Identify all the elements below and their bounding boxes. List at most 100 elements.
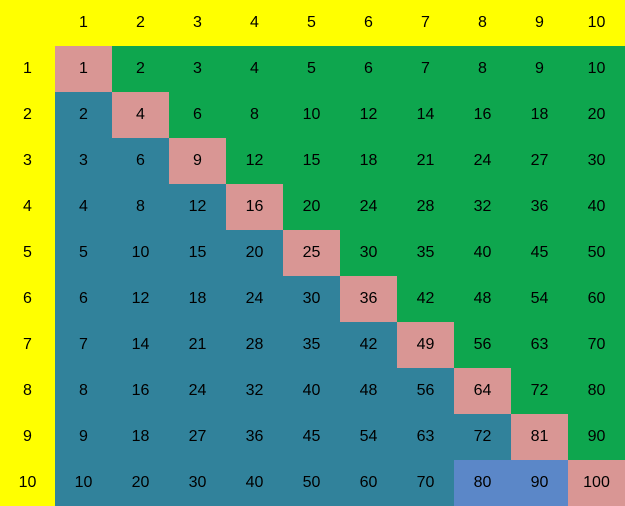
- cell-10x1[interactable]: 10: [55, 460, 112, 506]
- cell-7x4[interactable]: 28: [226, 322, 283, 368]
- cell-1x3[interactable]: 3: [169, 46, 226, 92]
- cell-8x1[interactable]: 8: [55, 368, 112, 414]
- cell-1x6[interactable]: 6: [340, 46, 397, 92]
- cell-7x8[interactable]: 56: [454, 322, 511, 368]
- cell-2x8[interactable]: 16: [454, 92, 511, 138]
- cell-3x5[interactable]: 15: [283, 138, 340, 184]
- cell-1x7[interactable]: 7: [397, 46, 454, 92]
- cell-9x1[interactable]: 9: [55, 414, 112, 460]
- cell-5x4[interactable]: 20: [226, 230, 283, 276]
- cell-6x4[interactable]: 24: [226, 276, 283, 322]
- cell-9x3[interactable]: 27: [169, 414, 226, 460]
- cell-7x7[interactable]: 49: [397, 322, 454, 368]
- cell-6x6[interactable]: 36: [340, 276, 397, 322]
- cell-9x10[interactable]: 90: [568, 414, 625, 460]
- cell-8x5[interactable]: 40: [283, 368, 340, 414]
- cell-7x10[interactable]: 70: [568, 322, 625, 368]
- cell-4x3[interactable]: 12: [169, 184, 226, 230]
- cell-8x4[interactable]: 32: [226, 368, 283, 414]
- cell-6x9[interactable]: 54: [511, 276, 568, 322]
- cell-4x9[interactable]: 36: [511, 184, 568, 230]
- cell-4x4[interactable]: 16: [226, 184, 283, 230]
- cell-3x8[interactable]: 24: [454, 138, 511, 184]
- cell-8x6[interactable]: 48: [340, 368, 397, 414]
- cell-9x4[interactable]: 36: [226, 414, 283, 460]
- cell-2x10[interactable]: 20: [568, 92, 625, 138]
- cell-4x2[interactable]: 8: [112, 184, 169, 230]
- cell-5x5[interactable]: 25: [283, 230, 340, 276]
- cell-2x3[interactable]: 6: [169, 92, 226, 138]
- cell-6x10[interactable]: 60: [568, 276, 625, 322]
- cell-2x7[interactable]: 14: [397, 92, 454, 138]
- cell-1x2[interactable]: 2: [112, 46, 169, 92]
- cell-6x8[interactable]: 48: [454, 276, 511, 322]
- cell-6x1[interactable]: 6: [55, 276, 112, 322]
- cell-3x7[interactable]: 21: [397, 138, 454, 184]
- cell-4x1[interactable]: 4: [55, 184, 112, 230]
- cell-1x5[interactable]: 5: [283, 46, 340, 92]
- cell-5x8[interactable]: 40: [454, 230, 511, 276]
- cell-3x4[interactable]: 12: [226, 138, 283, 184]
- cell-9x9[interactable]: 81: [511, 414, 568, 460]
- cell-10x6[interactable]: 60: [340, 460, 397, 506]
- cell-6x2[interactable]: 12: [112, 276, 169, 322]
- cell-6x7[interactable]: 42: [397, 276, 454, 322]
- cell-5x2[interactable]: 10: [112, 230, 169, 276]
- cell-1x8[interactable]: 8: [454, 46, 511, 92]
- cell-10x4[interactable]: 40: [226, 460, 283, 506]
- cell-3x9[interactable]: 27: [511, 138, 568, 184]
- cell-2x6[interactable]: 12: [340, 92, 397, 138]
- cell-8x3[interactable]: 24: [169, 368, 226, 414]
- cell-10x10[interactable]: 100: [568, 460, 625, 506]
- cell-3x3[interactable]: 9: [169, 138, 226, 184]
- cell-5x10[interactable]: 50: [568, 230, 625, 276]
- cell-1x1[interactable]: 1: [55, 46, 112, 92]
- cell-2x2[interactable]: 4: [112, 92, 169, 138]
- cell-8x10[interactable]: 80: [568, 368, 625, 414]
- cell-7x6[interactable]: 42: [340, 322, 397, 368]
- cell-5x6[interactable]: 30: [340, 230, 397, 276]
- cell-6x3[interactable]: 18: [169, 276, 226, 322]
- cell-9x8[interactable]: 72: [454, 414, 511, 460]
- cell-4x5[interactable]: 20: [283, 184, 340, 230]
- cell-10x5[interactable]: 50: [283, 460, 340, 506]
- cell-5x9[interactable]: 45: [511, 230, 568, 276]
- cell-8x8[interactable]: 64: [454, 368, 511, 414]
- cell-9x2[interactable]: 18: [112, 414, 169, 460]
- cell-5x1[interactable]: 5: [55, 230, 112, 276]
- cell-2x4[interactable]: 8: [226, 92, 283, 138]
- cell-10x7[interactable]: 70: [397, 460, 454, 506]
- cell-7x9[interactable]: 63: [511, 322, 568, 368]
- cell-10x2[interactable]: 20: [112, 460, 169, 506]
- cell-10x3[interactable]: 30: [169, 460, 226, 506]
- cell-4x7[interactable]: 28: [397, 184, 454, 230]
- cell-7x2[interactable]: 14: [112, 322, 169, 368]
- cell-1x9[interactable]: 9: [511, 46, 568, 92]
- cell-2x5[interactable]: 10: [283, 92, 340, 138]
- cell-7x3[interactable]: 21: [169, 322, 226, 368]
- cell-4x10[interactable]: 40: [568, 184, 625, 230]
- cell-7x1[interactable]: 7: [55, 322, 112, 368]
- cell-9x6[interactable]: 54: [340, 414, 397, 460]
- cell-10x8[interactable]: 80: [454, 460, 511, 506]
- cell-9x7[interactable]: 63: [397, 414, 454, 460]
- cell-5x3[interactable]: 15: [169, 230, 226, 276]
- cell-6x5[interactable]: 30: [283, 276, 340, 322]
- cell-4x6[interactable]: 24: [340, 184, 397, 230]
- cell-2x9[interactable]: 18: [511, 92, 568, 138]
- cell-9x5[interactable]: 45: [283, 414, 340, 460]
- cell-8x9[interactable]: 72: [511, 368, 568, 414]
- cell-5x7[interactable]: 35: [397, 230, 454, 276]
- cell-1x10[interactable]: 10: [568, 46, 625, 92]
- cell-8x7[interactable]: 56: [397, 368, 454, 414]
- cell-1x4[interactable]: 4: [226, 46, 283, 92]
- cell-3x1[interactable]: 3: [55, 138, 112, 184]
- cell-2x1[interactable]: 2: [55, 92, 112, 138]
- cell-8x2[interactable]: 16: [112, 368, 169, 414]
- cell-3x2[interactable]: 6: [112, 138, 169, 184]
- cell-3x10[interactable]: 30: [568, 138, 625, 184]
- cell-7x5[interactable]: 35: [283, 322, 340, 368]
- cell-10x9[interactable]: 90: [511, 460, 568, 506]
- cell-4x8[interactable]: 32: [454, 184, 511, 230]
- cell-3x6[interactable]: 18: [340, 138, 397, 184]
